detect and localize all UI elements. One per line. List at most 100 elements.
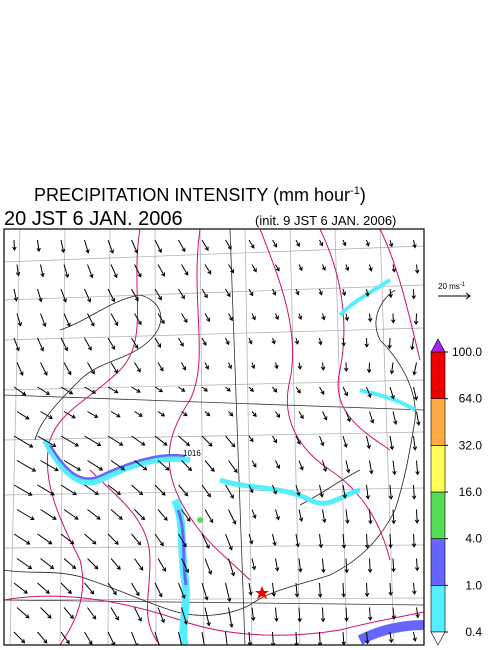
wind-arrow bbox=[63, 313, 71, 328]
wind-arrow bbox=[225, 337, 230, 346]
wind-arrow bbox=[107, 435, 124, 446]
wind-arrow bbox=[40, 362, 48, 376]
title-text: PRECIPITATION INTENSITY (mm hour bbox=[34, 185, 350, 205]
wind-arrow bbox=[84, 337, 92, 351]
wind-arrow bbox=[228, 558, 236, 577]
wind-arrow bbox=[342, 239, 347, 247]
colorbar-segment bbox=[430, 445, 446, 493]
map-area: 1016 bbox=[3, 228, 425, 646]
wind-arrow bbox=[298, 460, 304, 471]
wind-arrow bbox=[341, 631, 346, 645]
wind-arrow bbox=[201, 582, 209, 601]
wind-arrow bbox=[60, 484, 77, 496]
colorbar-segment bbox=[430, 491, 446, 539]
wind-arrow bbox=[225, 484, 234, 499]
wind-arrow bbox=[13, 484, 33, 496]
colorbar-over bbox=[430, 338, 446, 353]
wind-arrow bbox=[251, 460, 257, 468]
wind-arrow bbox=[248, 435, 254, 443]
wind-arrow bbox=[391, 264, 397, 273]
wind-arrow bbox=[87, 264, 94, 279]
wind-arrow bbox=[272, 533, 277, 547]
wind-arrow bbox=[154, 288, 162, 301]
wind-arrow bbox=[204, 509, 214, 524]
wind-arrow bbox=[134, 558, 144, 571]
wind-arrow bbox=[368, 509, 373, 525]
colorbar-segment bbox=[430, 585, 446, 633]
wind-arrow bbox=[321, 313, 326, 321]
wind-arrow bbox=[37, 288, 43, 303]
wind-arrow bbox=[154, 533, 164, 547]
wind-arrow bbox=[272, 484, 278, 495]
wind-arrow bbox=[178, 484, 189, 497]
wind-arrow bbox=[369, 460, 374, 475]
wind-arrow bbox=[365, 631, 370, 645]
wind-arrow bbox=[367, 558, 373, 574]
wind-arrow bbox=[178, 435, 190, 447]
wind-arrow bbox=[366, 386, 372, 399]
wind-arrow bbox=[60, 533, 75, 545]
wind-scale-arrow bbox=[438, 292, 471, 300]
colorbar-label: 4.0 bbox=[465, 532, 482, 546]
wind-arrow bbox=[178, 582, 186, 600]
wind-arrow bbox=[247, 631, 253, 645]
wind-arrow bbox=[40, 411, 53, 419]
wind-arrow bbox=[228, 264, 234, 274]
wind-arrow bbox=[107, 484, 121, 496]
wind-arrow bbox=[295, 533, 300, 548]
wind-arrow bbox=[248, 288, 254, 297]
wind-arrow bbox=[225, 533, 233, 551]
wind-arrow bbox=[274, 362, 279, 370]
wind-arrow bbox=[345, 509, 350, 524]
wind-arrow bbox=[110, 264, 118, 279]
wind-arrow bbox=[178, 386, 186, 392]
wind-arrow bbox=[412, 435, 418, 451]
title-exponent: -1 bbox=[350, 185, 360, 197]
wind-scale: 20 ms-1 bbox=[438, 282, 471, 300]
wind-arrow bbox=[37, 386, 51, 395]
wind-arrow bbox=[341, 533, 347, 549]
wind-arrow bbox=[295, 386, 301, 394]
wind-arrow bbox=[107, 582, 117, 596]
wind-arrow bbox=[364, 533, 370, 549]
wind-arrow bbox=[201, 435, 213, 447]
wind-arrow bbox=[345, 411, 351, 423]
wind-arrow bbox=[342, 386, 348, 397]
wind-arrow bbox=[110, 509, 123, 520]
wind-arrow bbox=[365, 239, 370, 247]
wind-arrow bbox=[275, 264, 280, 272]
wind-arrow bbox=[134, 509, 146, 521]
wind-arrow bbox=[107, 631, 116, 645]
wind-arrow bbox=[341, 337, 346, 347]
wind-arrow bbox=[134, 264, 142, 278]
wind-arrow bbox=[389, 386, 395, 400]
wind-arrow bbox=[84, 582, 95, 595]
wind-arrow bbox=[110, 313, 119, 327]
wind-arrow bbox=[134, 362, 141, 373]
wind-arrow bbox=[318, 288, 323, 296]
wind-arrow bbox=[298, 264, 303, 272]
wind-arrow bbox=[388, 533, 393, 549]
wind-arrow bbox=[388, 288, 393, 299]
wind-arrow bbox=[318, 533, 324, 549]
wind-arrow bbox=[154, 484, 166, 496]
wind-arrow bbox=[272, 288, 277, 296]
wind-arrow bbox=[411, 533, 417, 548]
wind-arrow bbox=[412, 362, 417, 376]
wind-arrow bbox=[275, 460, 281, 470]
wind-arrow bbox=[320, 362, 326, 371]
wind-arrow bbox=[412, 239, 417, 249]
wind-arrow bbox=[154, 631, 162, 645]
wind-arrow bbox=[391, 558, 396, 573]
wind-arrow bbox=[412, 582, 417, 595]
wind-arrow bbox=[84, 435, 102, 447]
wind-arrow bbox=[294, 337, 300, 345]
wind-arrow bbox=[87, 509, 101, 520]
wind-arrow bbox=[110, 558, 121, 570]
wind-arrow bbox=[294, 631, 299, 645]
wind-arrow bbox=[275, 509, 280, 521]
wind-arrow bbox=[321, 558, 326, 574]
wind-arrow bbox=[248, 582, 253, 596]
precipitation bbox=[42, 278, 424, 645]
